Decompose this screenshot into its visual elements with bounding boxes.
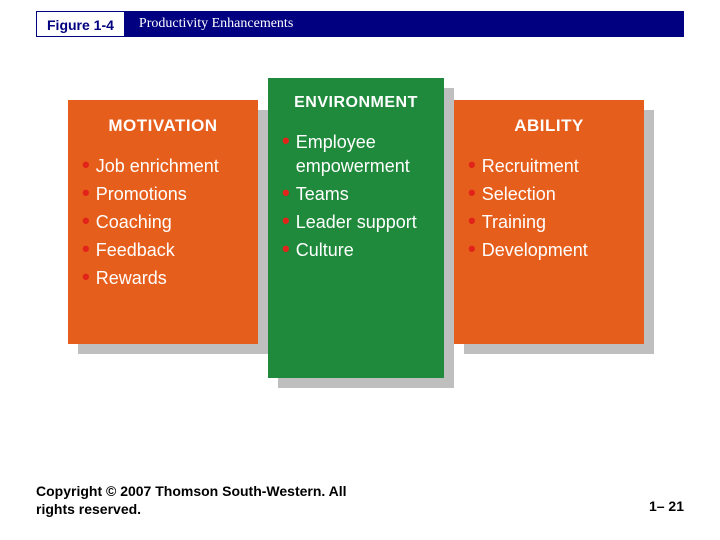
item-label: Promotions bbox=[96, 182, 187, 206]
bullet-icon: • bbox=[282, 182, 290, 204]
list-item: • Job enrichment bbox=[82, 154, 258, 178]
item-label: Selection bbox=[482, 182, 556, 206]
panel-items: • Recruitment • Selection • Training • Developm… bbox=[454, 154, 644, 262]
list-item: • Culture bbox=[282, 238, 444, 262]
bullet-icon: • bbox=[82, 238, 90, 260]
item-label: Leader support bbox=[296, 210, 417, 234]
panel-items: • Employee empowerment • Teams • Leader suppo… bbox=[268, 130, 444, 262]
panel-motivation: MOTIVATION • Job enrichment • Promotions • Coa… bbox=[68, 100, 258, 344]
panel-title: ABILITY bbox=[454, 116, 644, 136]
bullet-icon: • bbox=[82, 182, 90, 204]
bullet-icon: • bbox=[282, 210, 290, 232]
item-label: Rewards bbox=[96, 266, 167, 290]
bullet-icon: • bbox=[468, 154, 476, 176]
list-item: • Recruitment bbox=[468, 154, 644, 178]
list-item: • Training bbox=[468, 210, 644, 234]
item-label: Training bbox=[482, 210, 546, 234]
item-label: Teams bbox=[296, 182, 349, 206]
list-item: • Rewards bbox=[82, 266, 258, 290]
figure-title: Productivity Enhancements bbox=[125, 11, 684, 37]
panel-environment: ENVIRONMENT • Employee empowerment • Teams • L… bbox=[268, 78, 444, 378]
list-item: • Development bbox=[468, 238, 644, 262]
panel-ability: ABILITY • Recruitment • Selection • Training • D… bbox=[454, 100, 644, 344]
bullet-icon: • bbox=[282, 130, 290, 152]
page-number: 1– 21 bbox=[649, 498, 684, 514]
list-item: • Coaching bbox=[82, 210, 258, 234]
bullet-icon: • bbox=[82, 266, 90, 288]
bullet-icon: • bbox=[468, 210, 476, 232]
figure-label: Figure 1-4 bbox=[36, 11, 125, 37]
item-label: Employee empowerment bbox=[296, 130, 444, 178]
panel-title: ENVIRONMENT bbox=[268, 94, 444, 112]
item-label: Recruitment bbox=[482, 154, 579, 178]
bullet-icon: • bbox=[282, 238, 290, 260]
list-item: • Promotions bbox=[82, 182, 258, 206]
item-label: Culture bbox=[296, 238, 354, 262]
diagram: MOTIVATION • Job enrichment • Promotions • Coa… bbox=[68, 78, 658, 398]
list-item: • Teams bbox=[282, 182, 444, 206]
item-label: Development bbox=[482, 238, 588, 262]
item-label: Feedback bbox=[96, 238, 175, 262]
bullet-icon: • bbox=[468, 238, 476, 260]
bullet-icon: • bbox=[82, 154, 90, 176]
list-item: • Employee empowerment bbox=[282, 130, 444, 178]
bullet-icon: • bbox=[82, 210, 90, 232]
list-item: • Feedback bbox=[82, 238, 258, 262]
bullet-icon: • bbox=[468, 182, 476, 204]
panel-items: • Job enrichment • Promotions • Coaching • Feed… bbox=[68, 154, 258, 290]
list-item: • Leader support bbox=[282, 210, 444, 234]
list-item: • Selection bbox=[468, 182, 644, 206]
item-label: Coaching bbox=[96, 210, 172, 234]
panel-title: MOTIVATION bbox=[68, 116, 258, 136]
header-bar: Figure 1-4 Productivity Enhancements bbox=[36, 11, 684, 37]
item-label: Job enrichment bbox=[96, 154, 219, 178]
copyright-text: Copyright © 2007 Thomson South-Western. … bbox=[36, 482, 356, 518]
